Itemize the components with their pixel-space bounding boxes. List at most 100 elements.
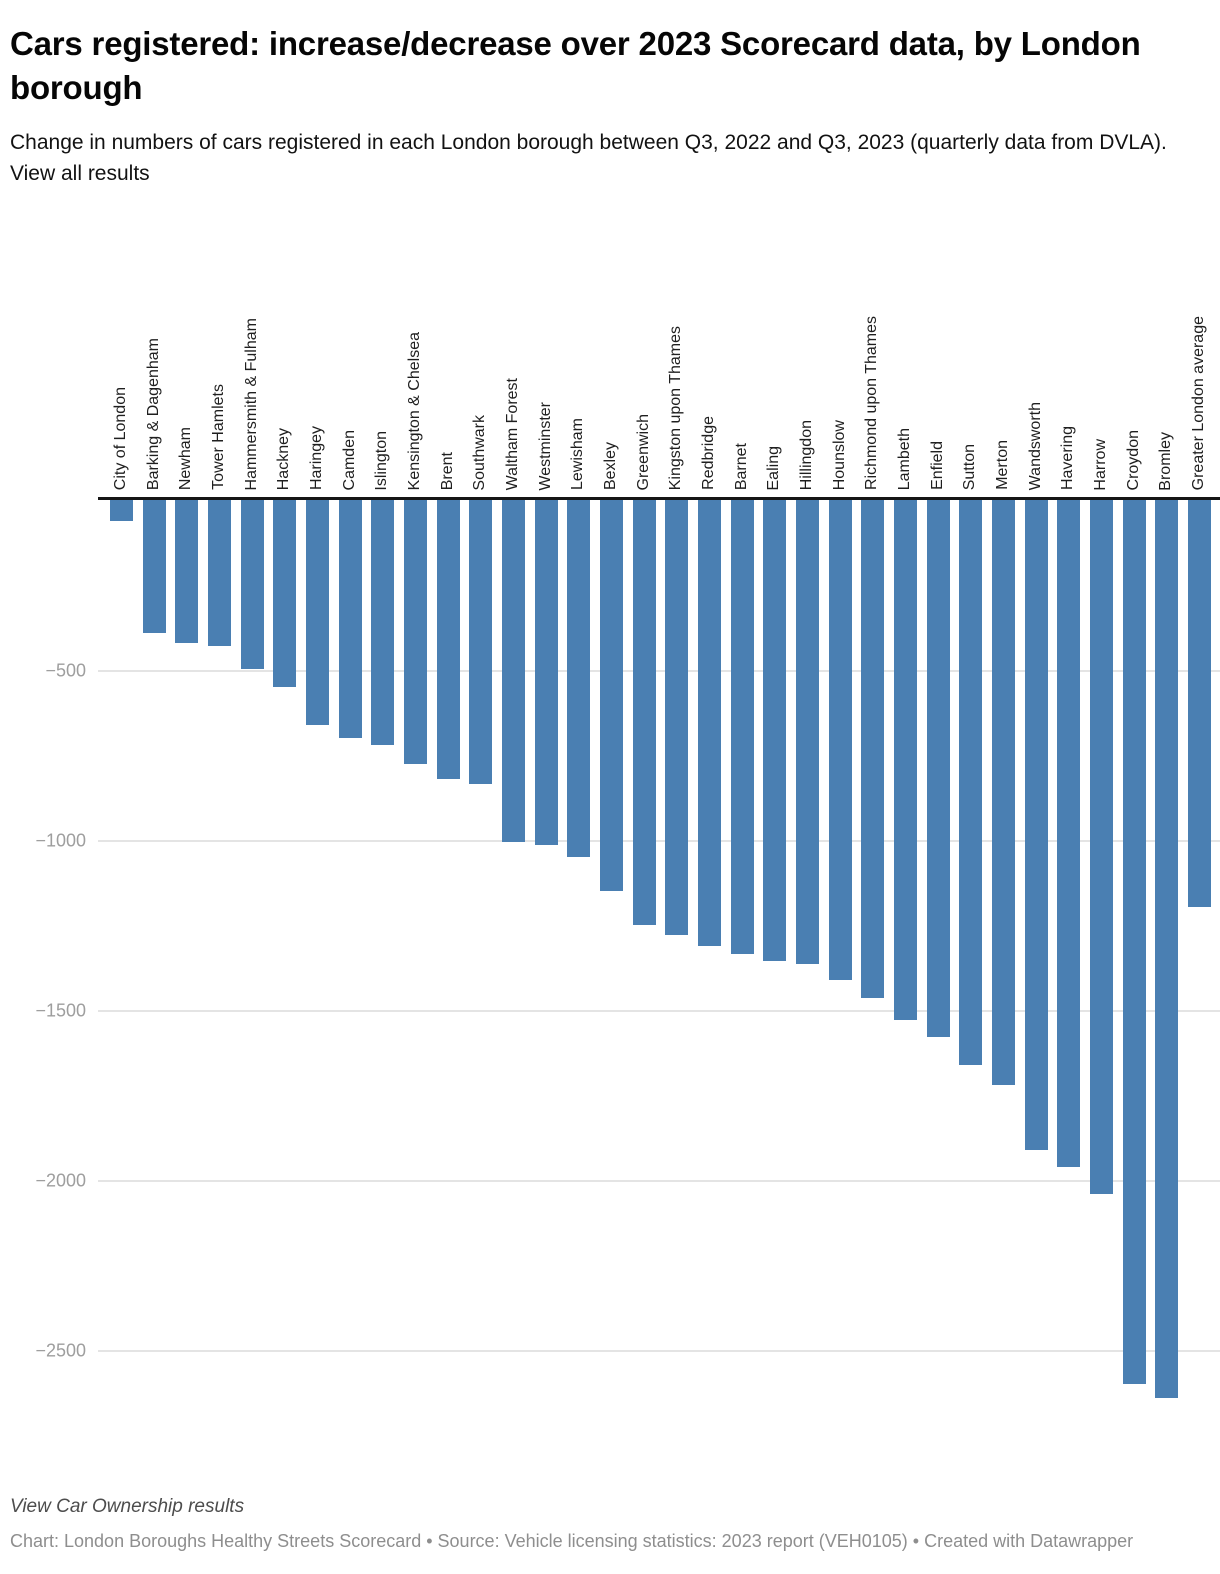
bar-slot <box>203 500 236 1398</box>
category-label: Hackney <box>275 428 293 491</box>
gridline <box>98 1010 1220 1013</box>
bar <box>403 500 427 764</box>
category-label-slot: City of London <box>105 387 138 497</box>
bar <box>436 500 460 780</box>
category-label-slot: Hounslow <box>824 420 857 497</box>
bar <box>109 500 133 521</box>
category-label: Barnet <box>732 443 750 491</box>
bar-slot <box>464 500 497 1398</box>
category-label: Camden <box>340 429 358 491</box>
bar-slot <box>1118 500 1151 1398</box>
category-label: Hillingdon <box>798 419 816 491</box>
bar <box>567 500 591 858</box>
category-label-slot: Redbridge <box>693 416 726 497</box>
bar-slot <box>987 500 1020 1398</box>
y-tick-label: −500 <box>45 660 86 681</box>
bar-slot <box>954 500 987 1398</box>
bar-slot <box>1183 500 1216 1398</box>
category-label-slot: Hillingdon <box>791 420 824 497</box>
category-label: Haringey <box>307 426 325 491</box>
bar-slot <box>399 500 432 1398</box>
category-label: Havering <box>1059 426 1077 491</box>
y-tick-label: −1500 <box>35 1000 86 1021</box>
category-label-slot: Kensington & Chelsea <box>399 332 432 497</box>
bars-row <box>105 500 1216 1398</box>
category-label-slot: Brent <box>432 452 465 497</box>
bar-slot <box>1085 500 1118 1398</box>
bar-slot <box>366 500 399 1398</box>
category-label: Richmond upon Thames <box>863 316 881 491</box>
view-all-results-link[interactable]: View all results <box>10 162 150 186</box>
bar <box>959 500 983 1065</box>
category-label: Enfield <box>928 441 946 491</box>
bar-slot <box>595 500 628 1398</box>
category-label-slot: Greater London average <box>1183 316 1216 497</box>
category-label: Lambeth <box>896 427 914 491</box>
bar-slot <box>628 500 661 1398</box>
category-label-slot: Harrow <box>1085 439 1118 498</box>
category-label: Sutton <box>961 443 979 491</box>
category-label-slot: Greenwich <box>628 414 661 497</box>
bar-slot <box>432 500 465 1398</box>
bar <box>828 500 852 980</box>
category-label-slot: Camden <box>334 430 367 497</box>
chart-description: Change in numbers of cars registered in … <box>10 127 1195 189</box>
category-label-slot: Hammersmith & Fulham <box>236 318 269 497</box>
chart-footer: View Car Ownership results Chart: London… <box>10 1496 1206 1572</box>
category-label: Tower Hamlets <box>209 384 227 491</box>
bar-slot <box>791 500 824 1398</box>
category-label: Croydon <box>1124 429 1142 491</box>
category-label: Southwark <box>471 414 489 491</box>
category-label: Merton <box>994 440 1012 491</box>
bar-slot <box>1020 500 1053 1398</box>
bar-slot <box>660 500 693 1398</box>
bar <box>730 500 754 955</box>
plot-area: −500 −1000 −1500 −2000 −2500 <box>10 500 1220 1412</box>
bar <box>305 500 329 725</box>
bar-slot <box>138 500 171 1398</box>
category-label: Waltham Forest <box>504 377 521 491</box>
bar <box>1057 500 1081 1167</box>
bar-slot <box>562 500 595 1398</box>
bar <box>893 500 917 1021</box>
bar <box>501 500 525 842</box>
gridline <box>98 670 1220 673</box>
bar-slot <box>726 500 759 1398</box>
bar <box>665 500 689 936</box>
category-label-slot: Lambeth <box>889 428 922 497</box>
category-label-slot: Newham <box>170 427 203 497</box>
bar <box>763 500 787 961</box>
bar <box>175 500 199 644</box>
y-tick-label: −2500 <box>35 1340 86 1361</box>
category-label-slot: Barnet <box>726 443 759 497</box>
gridline <box>98 1350 1220 1353</box>
bar <box>795 500 819 965</box>
bar <box>632 500 656 926</box>
category-label: Hammersmith & Fulham <box>242 317 260 491</box>
bar <box>926 500 950 1038</box>
category-label-slot: Haringey <box>301 426 334 497</box>
category-label: Barking & Dagenham <box>144 338 162 491</box>
category-label: Westminster <box>536 401 554 491</box>
bar-slot <box>889 500 922 1398</box>
bar <box>273 500 297 688</box>
category-label-slot: Merton <box>987 440 1020 497</box>
bar <box>1089 500 1113 1194</box>
bar <box>371 500 395 746</box>
category-label: Brent <box>438 452 456 491</box>
view-car-ownership-link[interactable]: View Car Ownership results <box>10 1496 245 1518</box>
bar <box>338 500 362 739</box>
category-label: Islington <box>373 430 391 491</box>
category-label-slot: Wandsworth <box>1020 402 1053 497</box>
category-label-slot: Barking & Dagenham <box>138 338 171 497</box>
bar <box>1024 500 1048 1150</box>
category-label: Lewisham <box>569 418 587 491</box>
bar-slot <box>1052 500 1085 1398</box>
category-label: Hounslow <box>830 419 848 491</box>
bar <box>1188 500 1211 907</box>
category-label: Ealing <box>765 445 783 491</box>
bar-slot <box>105 500 138 1398</box>
bar <box>861 500 885 999</box>
y-tick-label: −1000 <box>35 830 86 851</box>
bar-chart: City of London Barking & Dagenham Newham To… <box>10 265 1220 1412</box>
